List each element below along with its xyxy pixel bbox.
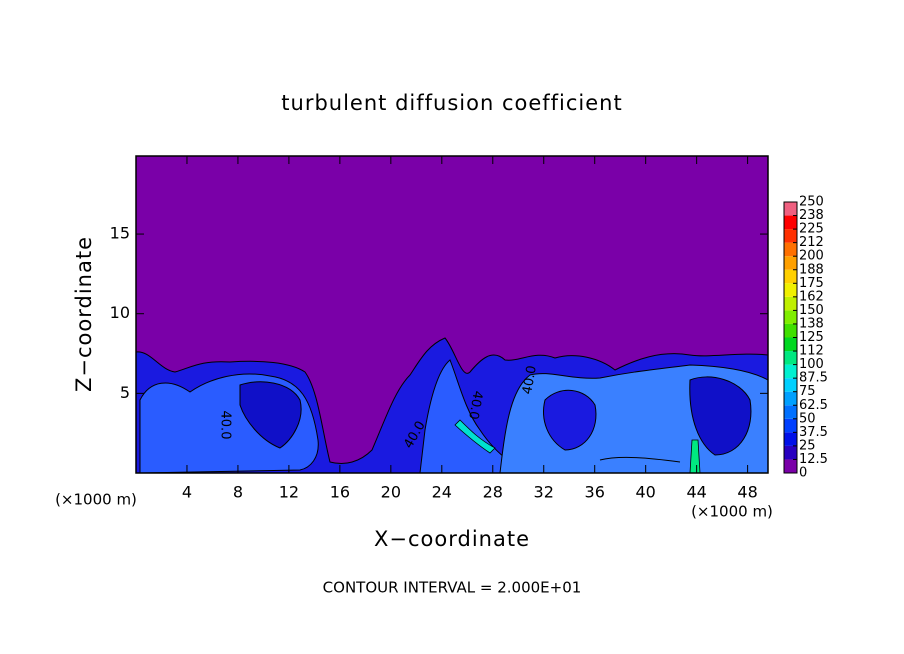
- colorbar-label: 50: [799, 411, 816, 426]
- colorbar-band: [784, 229, 797, 243]
- colorbar-band: [784, 337, 797, 352]
- colorbar-label: 138: [799, 316, 824, 331]
- colorbar-label: 150: [799, 303, 824, 318]
- colorbar-band: [784, 202, 797, 216]
- colorbar-band: [784, 445, 797, 460]
- contour-field: [135, 156, 769, 474]
- colorbar-label: 100: [799, 357, 824, 372]
- colorbar-band: [784, 269, 797, 284]
- colorbar-label: 188: [799, 262, 824, 277]
- colorbar-label: 162: [799, 289, 824, 304]
- colorbar-label: 62.5: [799, 398, 828, 413]
- contour-label: 40.0: [218, 411, 233, 440]
- colorbar-band: [784, 391, 797, 406]
- x-tick-label: 24: [432, 483, 452, 502]
- x-tick-label: 32: [534, 483, 554, 502]
- colorbar-label: 200: [799, 249, 824, 264]
- x-tick-label: 28: [483, 483, 503, 502]
- x-unit-right: (×1000 m): [691, 503, 773, 521]
- footer-note: CONTOUR INTERVAL = 2.000E+01: [323, 579, 582, 597]
- chart-title: turbulent diffusion coefficient: [281, 91, 622, 115]
- x-tick-label: 8: [233, 483, 243, 502]
- colorbar-band: [784, 418, 797, 433]
- colorbar-band: [784, 256, 797, 270]
- x-tick-label: 48: [737, 483, 757, 502]
- colorbar-label: 0: [799, 466, 807, 481]
- colorbar-band: [784, 459, 797, 473]
- y-tick-label: 5: [120, 383, 130, 402]
- colorbar-band: [784, 310, 797, 324]
- x-tick-label: 4: [182, 483, 192, 502]
- colorbar-band: [784, 296, 797, 311]
- colorbar-band: [784, 364, 797, 379]
- x-axis-label: X−coordinate: [374, 527, 530, 551]
- x-tick-label: 44: [686, 483, 706, 502]
- colorbar-label: 225: [799, 222, 824, 237]
- colorbar-label: 87.5: [799, 371, 828, 386]
- colorbar-label: 37.5: [799, 425, 828, 440]
- colorbar-band: [784, 432, 797, 446]
- colorbar-band: [784, 215, 797, 230]
- colorbar-band: [784, 405, 797, 419]
- y-tick-label: 10: [110, 303, 130, 322]
- colorbar-band: [784, 242, 797, 257]
- x-tick-label: 16: [330, 483, 350, 502]
- colorbar-band: [784, 351, 797, 365]
- colorbar-label: 12.5: [799, 452, 828, 467]
- y-tick-label: 15: [110, 224, 130, 243]
- x-tick-label: 40: [635, 483, 655, 502]
- colorbar-label: 112: [799, 344, 824, 359]
- x-unit-left: (×1000 m): [55, 491, 137, 509]
- colorbar-label: 238: [799, 208, 824, 223]
- colorbar-label: 212: [799, 235, 824, 250]
- colorbar-label: 125: [799, 330, 824, 345]
- colorbar-band: [784, 323, 797, 338]
- colorbar-band: [784, 378, 797, 392]
- colorbar-label: 250: [799, 195, 824, 210]
- colorbar-label: 75: [799, 384, 816, 399]
- x-tick-label: 20: [381, 483, 401, 502]
- plot-frame: [135, 155, 769, 474]
- contour-label: 40.0: [520, 364, 540, 395]
- x-tick-label: 36: [585, 483, 605, 502]
- y-axis-label: Z−coordinate: [72, 236, 96, 392]
- colorbar-band: [784, 283, 797, 297]
- x-tick-label: 12: [279, 483, 299, 502]
- colorbar-label: 25: [799, 438, 816, 453]
- colorbar-label: 175: [799, 276, 824, 291]
- contour-label: 40.0: [465, 389, 485, 420]
